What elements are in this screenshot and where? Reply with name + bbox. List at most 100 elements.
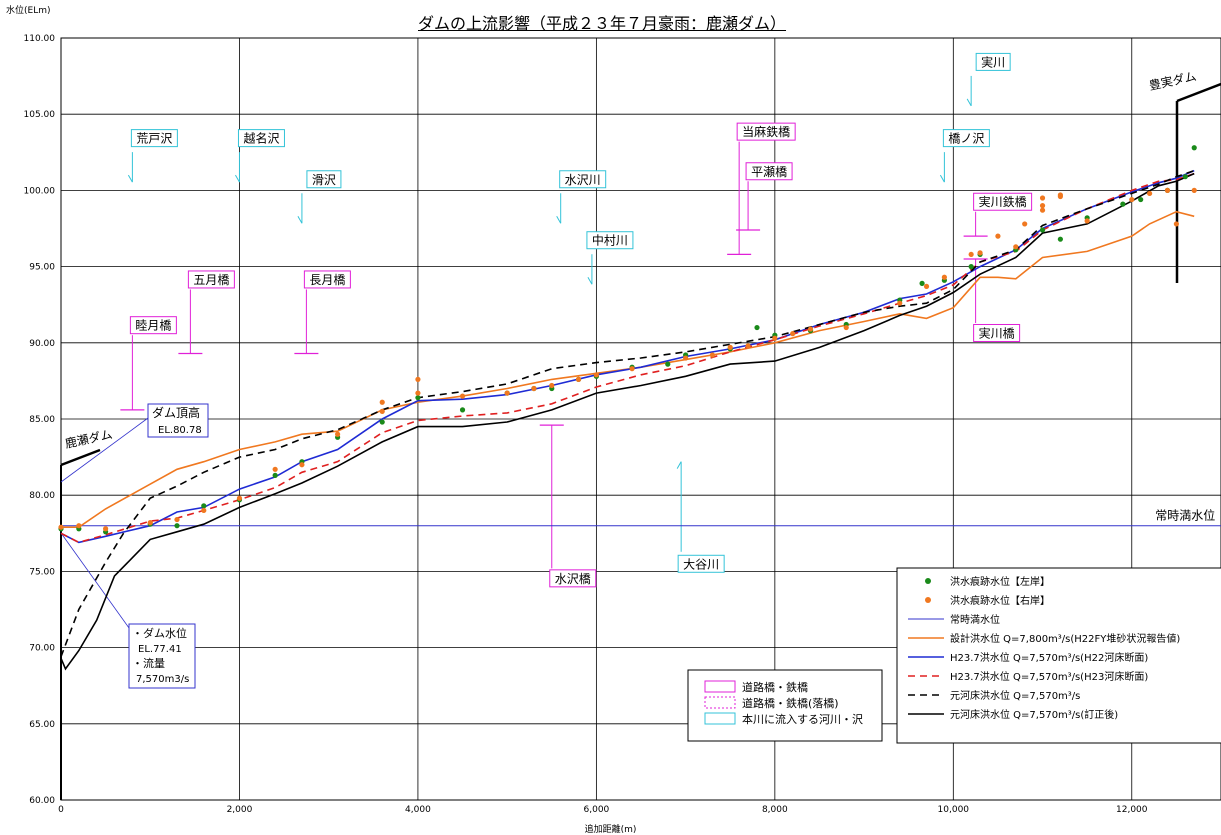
scatter-point-1: [923, 283, 930, 290]
legend-swatch-dot: [925, 578, 931, 584]
scatter-point-1: [174, 516, 180, 523]
bridge-1-label: 五月橋: [193, 273, 229, 287]
scatter-point-1: [941, 274, 947, 280]
y-tick-label: 60.00: [29, 796, 55, 806]
scatter-point-1: [977, 250, 983, 256]
scatter-point-1: [1084, 218, 1090, 224]
bridge-legend-swatch: [704, 712, 736, 725]
dam-crest-value: EL.80.78: [158, 425, 202, 436]
scatter-point-1: [843, 324, 849, 331]
x-tick-label: 10,000: [938, 805, 970, 815]
legend-swatch-dot: [925, 597, 931, 603]
scatter-point-0: [174, 523, 180, 529]
tributary-arrow-head: [966, 98, 972, 107]
scatter-point-1: [531, 385, 537, 392]
tributary-arrow-head: [556, 216, 562, 224]
series-line-2: [60, 169, 1195, 544]
bridge-4-label: 当麻鉄橋: [742, 124, 790, 139]
bridge-legend-swatch: [704, 696, 736, 709]
scatter-point-1: [1147, 190, 1153, 197]
tributary-0-box: [130, 129, 178, 148]
bridge-2-box: [303, 270, 351, 289]
scatter-point-0: [272, 472, 278, 478]
tributary-5-label: 橋ノ沢: [948, 132, 984, 146]
tributary-1-label: 越名沢: [243, 131, 279, 146]
scatter-point-0: [1120, 201, 1126, 207]
y-tick-label: 80.00: [29, 491, 55, 501]
tributary-0-label: 荒戸沢: [136, 132, 172, 146]
dam-right-crest: [1176, 82, 1221, 103]
scatter-point-0: [415, 395, 421, 401]
bridge-legend-label: 道路橋・鉄橋(落橋): [742, 696, 839, 710]
tributary-2-label: 滑沢: [312, 173, 336, 187]
scatter-point-1: [379, 408, 385, 414]
tributary-3-label: 水沢川: [565, 173, 601, 187]
y-tick-label: 90.00: [29, 339, 55, 349]
x-tick-label: 4,000: [405, 805, 431, 815]
scatter-point-1: [968, 251, 974, 258]
bridge-2-label: 長月橋: [309, 273, 345, 287]
scatter-point-1: [897, 300, 903, 306]
scatter-point-1: [727, 344, 733, 350]
scatter-point-1: [575, 376, 582, 382]
x-tick-label: 6,000: [584, 805, 610, 815]
scatter-point-1: [790, 331, 796, 337]
dam-left-crest: [60, 448, 101, 467]
scatter-point-1: [1129, 196, 1135, 203]
scatter-point-1: [415, 376, 421, 382]
tributary-1-box: [237, 129, 285, 148]
y-tick-label: 70.00: [29, 644, 55, 654]
scatter-point-1: [629, 366, 635, 372]
legend-item-label: 元河床洪水位 Q=7,570m³/s(訂正後): [950, 708, 1118, 721]
legend-box: [896, 567, 1221, 744]
x-tick-label: 8,000: [762, 805, 788, 815]
bridge-3-box: [549, 569, 597, 588]
y-tick-label: 110.00: [24, 34, 56, 44]
scatter-point-1: [1013, 244, 1019, 250]
legend-item-label: 常時満水位: [950, 613, 1000, 626]
bridge-3-label: 水沢橋: [555, 572, 591, 586]
legend-item-label: 元河床洪水位 Q=7,570m³/s: [950, 689, 1080, 702]
scatter-point-1: [504, 390, 510, 396]
scatter-point-1: [709, 352, 715, 358]
scatter-point-1: [1057, 192, 1063, 198]
scatter-point-1: [549, 382, 555, 389]
tributary-3-box: [559, 170, 607, 189]
scatter-point-1: [147, 520, 153, 526]
tributary-arrow-head: [127, 174, 133, 183]
scatter-point-1: [58, 524, 64, 530]
tributary-4-box: [586, 231, 634, 250]
dam-crest-box: [147, 403, 209, 438]
scatter-point-0: [754, 324, 760, 331]
legend-item-label: 洪水痕跡水位【右岸】: [950, 594, 1050, 607]
legend-item-label: H23.7洪水位 Q=7,570m³/s(H23河床断面): [950, 670, 1148, 683]
scatter-point-1: [995, 233, 1001, 239]
bridge-0-box: [129, 316, 177, 335]
scatter-point-1: [807, 326, 814, 332]
scatter-point-1: [299, 462, 305, 468]
tributary-arrow-head: [676, 461, 682, 469]
tributary-5-box: [942, 129, 990, 148]
legend-item-label: H23.7洪水位 Q=7,570m³/s(H22河床断面): [950, 651, 1148, 664]
tributary-6-label: 実川: [981, 54, 1005, 69]
scatter-point-0: [1191, 145, 1197, 151]
tributary-4-label: 中村川: [592, 233, 628, 248]
scatter-point-1: [1191, 187, 1197, 193]
dam-info-leader: [60, 532, 130, 629]
scatter-point-1: [415, 390, 421, 396]
y-tick-label: 85.00: [29, 415, 55, 425]
bridge-legend-label: 本川に流入する河川・沢: [742, 712, 863, 726]
y-axis-unit-label: 水位(ELm): [6, 6, 51, 16]
scatter-point-1: [683, 355, 689, 361]
bridge-legend-swatch: [704, 680, 736, 693]
scatter-point-1: [272, 466, 278, 472]
scatter-point-0: [379, 419, 385, 425]
legend-item-label: 洪水痕跡水位【左岸】: [950, 575, 1050, 588]
bridge-7-box: [973, 323, 1021, 342]
series-line-3: [60, 172, 1195, 544]
tributary-7-label: 大谷川: [683, 557, 719, 571]
x-tick-label: 2,000: [227, 805, 253, 815]
bridge-5-label: 平瀬橋: [751, 165, 787, 179]
scatter-point-0: [201, 503, 207, 509]
